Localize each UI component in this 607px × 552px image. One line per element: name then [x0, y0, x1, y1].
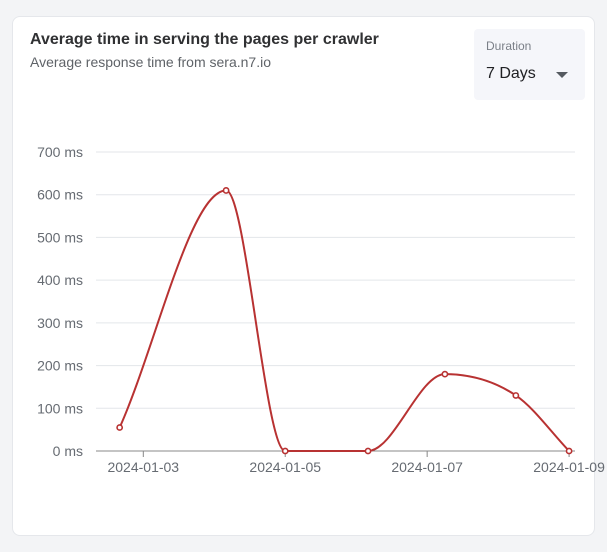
duration-value: 7 Days [486, 65, 536, 82]
duration-label: Duration [486, 39, 532, 53]
y-tick-label: 0 ms [53, 443, 83, 459]
series [116, 187, 573, 455]
grid-lines [96, 151, 575, 452]
duration-select[interactable]: Duration 7 Days [474, 29, 585, 100]
chart-subtitle: Average response time from sera.n7.io [30, 54, 271, 70]
y-axis: 0 ms 100 ms 200 ms 300 ms 400 ms 500 ms 600 ms… [37, 144, 83, 459]
y-tick-label: 300 ms [37, 315, 83, 331]
data-point [441, 370, 449, 378]
y-tick-label: 600 ms [37, 187, 83, 203]
chart-title: Average time in serving the pages per cr… [30, 31, 379, 48]
data-point [364, 447, 372, 455]
data-point [565, 447, 573, 455]
y-tick-label: 400 ms [37, 272, 83, 288]
data-point [512, 392, 520, 399]
y-tick-label: 500 ms [37, 229, 83, 245]
y-tick-label: 100 ms [37, 400, 83, 416]
data-point [116, 424, 124, 431]
x-tick-label: 2024-01-05 [249, 459, 321, 475]
chart-card: Average time in serving the pages per cr… [12, 16, 595, 536]
x-tick-label: 2024-01-09 [533, 459, 605, 475]
x-tick-label: 2024-01-03 [107, 459, 179, 475]
y-tick-label: 700 ms [37, 144, 83, 160]
data-point [222, 187, 230, 194]
chevron-down-icon [556, 72, 568, 78]
y-tick-label: 200 ms [37, 358, 83, 374]
series-line [118, 189, 570, 453]
x-tick-label: 2024-01-07 [391, 459, 463, 475]
data-point [281, 447, 289, 455]
x-axis: 2024-01-03 2024-01-05 2024-01-07 2024-01-09 [107, 451, 605, 475]
